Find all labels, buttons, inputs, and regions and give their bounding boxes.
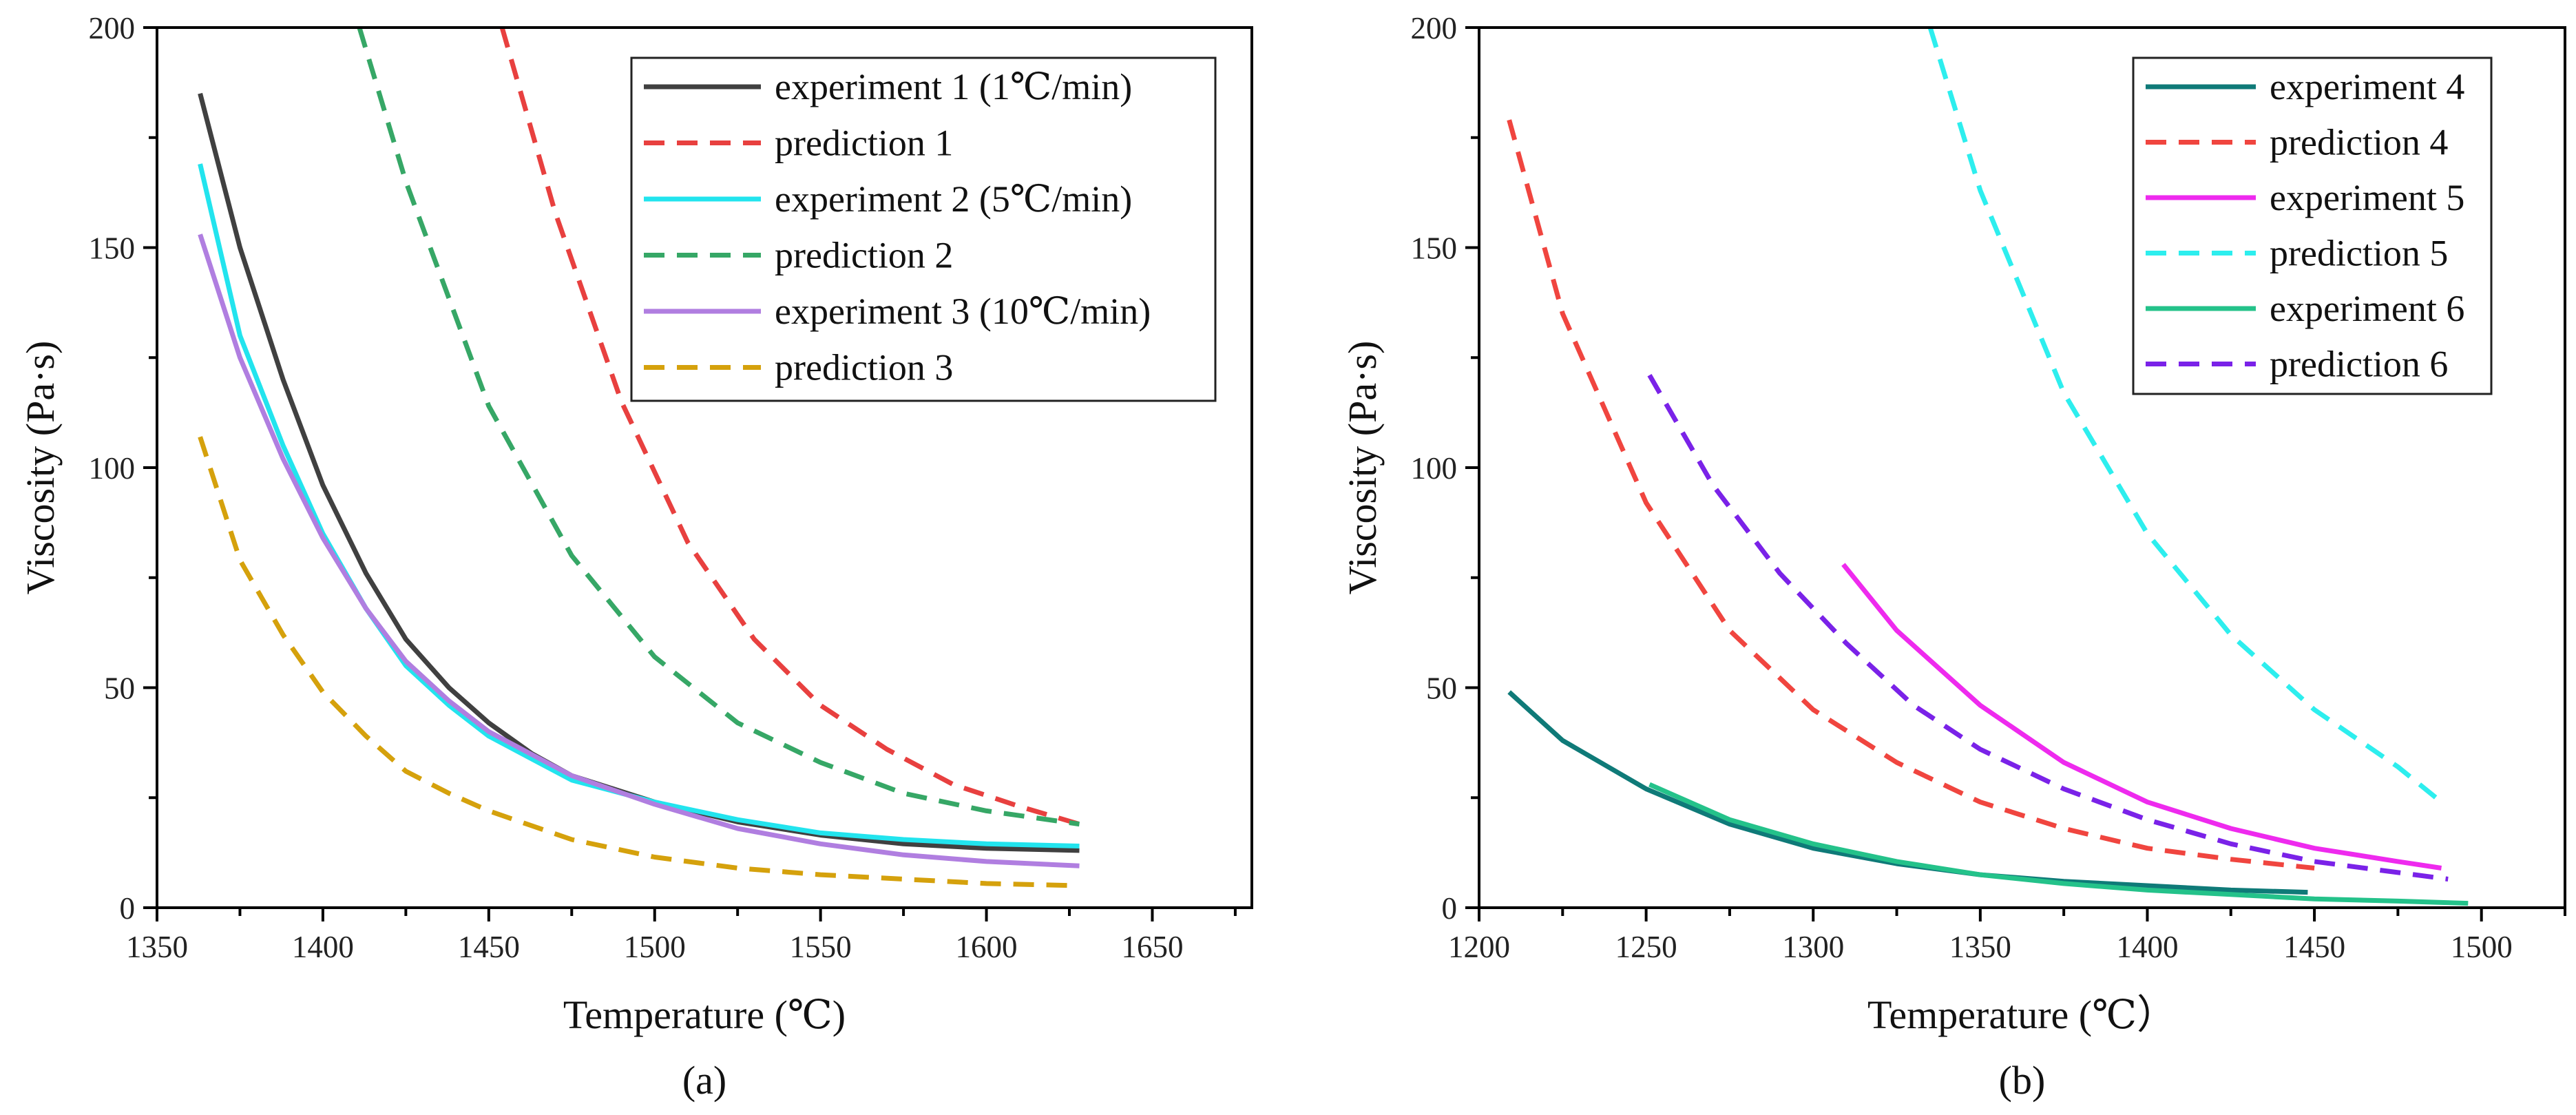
series-line-prediction-6 [1647,374,2449,882]
legend-box [2132,56,2493,395]
x-tick-label: 1400 [2116,930,2178,964]
legend-label: experiment 2 (5℃/min) [775,178,1132,220]
series-line-experiment-3 [1841,563,2442,871]
y-tick-label: 0 [120,891,136,926]
series-line-experiment-1 [198,92,1080,853]
legend-label: experiment 1 (1℃/min) [775,66,1132,107]
y-tick-label: 200 [1411,11,1458,45]
series-line-prediction-2 [1507,119,2315,871]
legend-label: prediction 6 [2270,344,2448,385]
series-line-prediction-6 [198,436,1080,888]
y-tick-label: 100 [1411,451,1458,486]
legend-label: prediction 3 [775,347,953,388]
y-tick-label: 0 [1442,891,1458,926]
y-tick-label: 50 [1426,671,1457,706]
series-line-prediction-2 [499,28,1080,826]
legend-label: experiment 5 [2270,177,2464,218]
legend-label: prediction 4 [2270,122,2448,163]
legend: experiment 1 (1℃/min) prediction 1 experim… [630,56,1217,402]
legend-label: prediction 2 [775,235,953,276]
series-line-experiment-5 [198,233,1080,868]
legend: experiment 4 prediction 4 experiment 5 pred… [2132,56,2493,395]
x-tick-label: 1300 [1782,930,1844,964]
y-tick-label: 200 [89,11,136,45]
x-tick-label: 1550 [790,930,852,964]
x-tick-label: 1250 [1615,930,1677,964]
legend-label: prediction 5 [2270,233,2448,274]
series-line-prediction-4 [1927,28,2443,804]
x-tick-label: 1650 [1121,930,1183,964]
legend-label: prediction 1 [775,123,953,164]
series-line-prediction-4 [357,28,1080,827]
y-tick-label: 150 [89,231,136,266]
series-line-experiment-3 [198,163,1080,848]
legend-label: experiment 4 [2270,66,2464,107]
chart-panel-a: 1350 1400 1450 1500 1550 1600 1650 0 50 100 150 200… [18,11,1253,1103]
x-tick-label: 1400 [292,930,354,964]
x-axis-title: Temperature (℃） [1867,992,2177,1037]
y-axis-title: Viscosity (Pa·s) [18,341,63,595]
x-tick-label: 1450 [2283,930,2345,964]
legend-label: experiment 6 [2270,288,2464,329]
chart-panel-b: 1200 1250 1300 1350 1400 1450 1500 0 50 100 150 200… [1340,11,2566,1103]
y-axis-title: Viscosity (Pa·s) [1340,341,1385,595]
legend-label: experiment 3 (10℃/min) [775,291,1151,332]
x-tick-label: 1600 [956,930,1018,964]
x-axis-title: Temperature (℃) [563,992,846,1037]
panel-caption: (a) [682,1058,726,1103]
legend-box [630,56,1217,402]
x-tick-label: 1350 [1949,930,2011,964]
y-tick-label: 150 [1411,231,1458,266]
y-tick-label: 50 [104,671,135,706]
series-line-experiment-5 [1648,782,2469,906]
x-tick-label: 1350 [126,930,188,964]
x-tick-label: 1200 [1448,930,1510,964]
x-tick-label: 1500 [624,930,686,964]
y-tick-label: 100 [89,451,136,486]
x-tick-label: 1450 [458,930,520,964]
panel-caption: (b) [1999,1058,2046,1103]
x-tick-label: 1500 [2451,930,2513,964]
